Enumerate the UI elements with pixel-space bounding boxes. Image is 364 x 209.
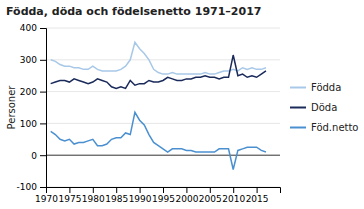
x-axis: 1970197519801985199019952000200520102015	[35, 187, 280, 204]
lines	[51, 42, 266, 169]
x-tick: 2005	[199, 187, 222, 204]
y-tick: 300	[20, 55, 46, 65]
y-tick-label: 0	[31, 151, 37, 161]
x-tick-mark	[163, 187, 164, 193]
x-axis-line	[47, 188, 281, 194]
x-tick-label: 2015	[246, 194, 269, 204]
chart: Födda, döda och födelsenetto 1971–2017 -1…	[0, 0, 364, 209]
x-tick-mark	[233, 187, 234, 193]
x-tick: 1985	[105, 187, 128, 204]
x-tick-mark	[116, 187, 117, 193]
y-tick: -100	[17, 182, 46, 192]
y-tick-mark	[40, 28, 46, 29]
legend-item: Födda	[290, 82, 341, 93]
x-tick-label: 1970	[35, 194, 58, 204]
title: Födda, döda och födelsenetto 1971–2017	[6, 5, 261, 18]
x-tick: 2000	[175, 187, 198, 204]
y-tick-label: 100	[20, 119, 37, 129]
x-tick: 1970	[35, 187, 58, 204]
legend: Födda Döda Föd.netto	[290, 82, 359, 133]
x-tick: 1990	[129, 187, 152, 204]
grid-line	[46, 123, 280, 124]
x-tick-mark	[46, 187, 47, 193]
x-tick: 1975	[58, 187, 81, 204]
x-tick-mark	[257, 187, 258, 193]
y-axis: -100 0 100 200 300 400	[17, 23, 47, 192]
legend-swatch	[290, 87, 306, 89]
x-tick-label: 1995	[152, 194, 175, 204]
y-tick-mark	[40, 92, 46, 93]
y-tick-label: 300	[20, 55, 37, 65]
zero-line	[46, 155, 280, 156]
y-tick-mark	[40, 60, 46, 61]
y-tick: 400	[20, 23, 46, 33]
y-tick-label: 400	[20, 23, 37, 33]
legend-label: Föd.netto	[311, 122, 359, 133]
x-tick: 1995	[152, 187, 175, 204]
x-tick-mark	[186, 187, 187, 193]
y-tick-label: -100	[17, 182, 38, 192]
grid-line	[46, 59, 280, 60]
x-tick-mark	[69, 187, 70, 193]
grid-line	[46, 28, 280, 29]
grid	[46, 28, 280, 187]
y-tick-mark	[40, 123, 46, 124]
series-line	[51, 112, 266, 169]
x-tick-label: 1975	[58, 194, 81, 204]
x-tick-mark	[140, 187, 141, 193]
y-tick-label: 200	[20, 87, 37, 97]
series-line	[51, 55, 266, 88]
x-tick-label: 2010	[222, 194, 245, 204]
x-tick-label: 1980	[82, 194, 105, 204]
legend-item: Döda	[290, 102, 337, 113]
x-tick: 2010	[222, 187, 245, 204]
plot: -100 0 100 200 300 400 19701975198019851990199…	[17, 23, 281, 204]
grid-line	[46, 91, 280, 92]
x-tick-label: 1985	[105, 194, 128, 204]
x-tick-mark	[210, 187, 211, 193]
x-tick-label: 1990	[129, 194, 152, 204]
y-tick-mark	[40, 187, 46, 188]
x-tick-label: 2000	[175, 194, 198, 204]
legend-item: Föd.netto	[290, 122, 359, 133]
x-tick: 1980	[82, 187, 105, 204]
y-tick: 0	[31, 151, 46, 161]
y-axis-line	[40, 29, 47, 188]
legend-label: Födda	[311, 82, 341, 93]
legend-swatch	[290, 107, 306, 109]
y-axis-label: Personer	[6, 85, 17, 130]
legend-swatch	[290, 127, 306, 129]
y-tick: 100	[20, 119, 46, 129]
x-tick-mark	[93, 187, 94, 193]
x-tick-label: 2005	[199, 194, 222, 204]
x-tick: 2015	[246, 187, 269, 204]
y-tick-mark	[40, 155, 46, 156]
legend-label: Döda	[311, 102, 337, 113]
y-tick: 200	[20, 87, 46, 97]
